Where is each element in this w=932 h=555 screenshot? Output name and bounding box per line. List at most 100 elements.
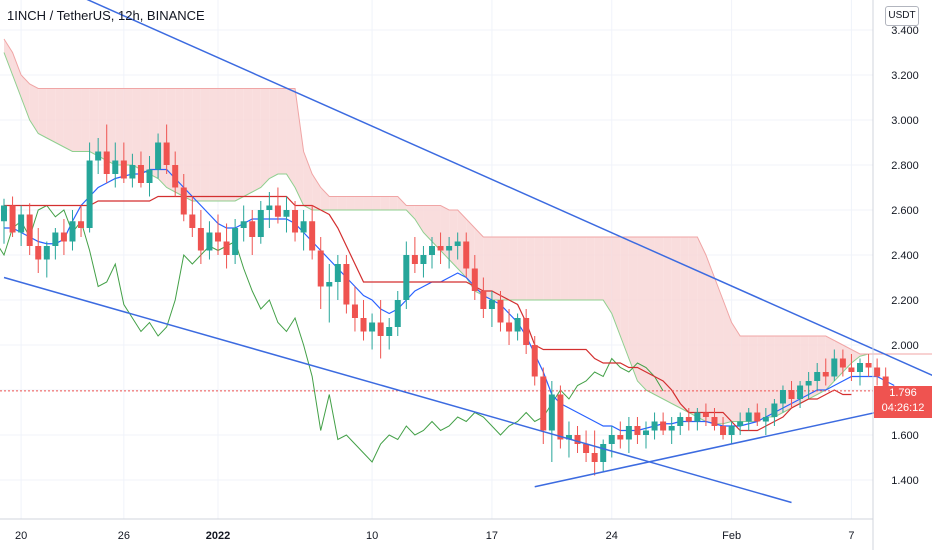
candle-up bbox=[643, 430, 649, 435]
candle-down bbox=[788, 390, 795, 399]
candle-down bbox=[215, 232, 221, 242]
cloud-segment bbox=[646, 237, 655, 395]
cloud-segment bbox=[312, 174, 321, 210]
cloud-segment bbox=[389, 196, 398, 210]
candle-up bbox=[857, 363, 863, 372]
cloud-segment bbox=[46, 88, 56, 143]
candle-down bbox=[702, 412, 709, 417]
cloud-segment bbox=[226, 88, 236, 201]
candle-down bbox=[26, 214, 33, 246]
cloud-segment bbox=[406, 205, 415, 219]
candle-down bbox=[309, 221, 316, 251]
cloud-segment bbox=[560, 237, 569, 300]
price-tick-label: 2.600 bbox=[891, 205, 919, 217]
cloud-segment bbox=[568, 237, 578, 300]
candle-down bbox=[78, 221, 85, 228]
time-tick-label: 17 bbox=[486, 530, 498, 542]
candle-down bbox=[557, 394, 564, 440]
candle-down bbox=[103, 151, 110, 174]
time-axis[interactable]: 20262022101724Feb71421 bbox=[0, 518, 932, 542]
trendline bbox=[534, 399, 932, 488]
cloud-segment bbox=[705, 255, 715, 424]
candle-up bbox=[155, 142, 162, 170]
cloud-segment bbox=[423, 205, 432, 242]
cloud-segment bbox=[140, 88, 150, 174]
candle-down bbox=[189, 214, 196, 228]
chikou-span-line bbox=[0, 204, 664, 463]
cloud-segment bbox=[637, 237, 646, 390]
cloud-segment bbox=[551, 237, 561, 300]
cloud-segment bbox=[628, 237, 638, 381]
cloud-segment bbox=[723, 300, 732, 424]
candle-up bbox=[488, 300, 495, 309]
bar-countdown: 04:26:12 bbox=[881, 402, 925, 414]
cloud-segment bbox=[329, 196, 338, 210]
cloud-segment bbox=[158, 88, 167, 188]
candle-down bbox=[865, 363, 872, 368]
candle-up bbox=[728, 426, 735, 435]
candle-down bbox=[274, 205, 281, 217]
cloud-segment bbox=[183, 88, 193, 201]
cloud-segment bbox=[303, 151, 313, 210]
candle-down bbox=[463, 241, 470, 269]
candle-up bbox=[95, 151, 102, 161]
trendlines[interactable] bbox=[3, 0, 932, 504]
candle-down bbox=[249, 221, 256, 237]
cloud-segment bbox=[380, 196, 390, 210]
cloud-segment bbox=[509, 237, 518, 300]
time-tick-label: 10 bbox=[366, 530, 378, 542]
cloud-segment bbox=[577, 237, 587, 300]
candle-up bbox=[257, 210, 264, 237]
time-tick-label: 7 bbox=[848, 530, 854, 542]
candle-down bbox=[685, 417, 692, 422]
cloud-segment bbox=[295, 88, 304, 206]
cloud-segment bbox=[320, 187, 330, 210]
candle-down bbox=[874, 367, 881, 377]
cloud-segment bbox=[491, 237, 501, 300]
candle-down bbox=[754, 412, 761, 422]
candle-up bbox=[548, 394, 555, 431]
candle-down bbox=[137, 165, 144, 183]
cloud-segment bbox=[363, 196, 373, 210]
currency-button[interactable]: USDT bbox=[885, 6, 919, 26]
candle-down bbox=[60, 232, 67, 242]
price-tick-label: 2.400 bbox=[891, 250, 919, 262]
candle-up bbox=[454, 241, 461, 246]
cloud-segment bbox=[372, 196, 381, 210]
candle-down bbox=[411, 255, 418, 264]
candle-up bbox=[232, 228, 239, 255]
candle-up bbox=[779, 390, 786, 404]
cloud-segment bbox=[243, 88, 253, 197]
candle-down bbox=[437, 246, 444, 251]
candle-down bbox=[471, 268, 478, 291]
candle-down bbox=[506, 322, 513, 332]
price-tick-label: 2.800 bbox=[891, 160, 919, 172]
cloud-segment bbox=[534, 237, 544, 300]
price-axis[interactable]: 3.6003.4003.2003.0002.8002.6002.4002.200… bbox=[872, 0, 919, 550]
time-tick-label: Feb bbox=[722, 530, 741, 542]
candle-up bbox=[745, 412, 752, 422]
candle-up bbox=[18, 214, 25, 233]
cloud-segment bbox=[89, 88, 99, 156]
candle-up bbox=[300, 221, 307, 233]
cloud-segment bbox=[740, 336, 749, 422]
candle-up bbox=[1, 205, 7, 222]
price-tick-label: 2.200 bbox=[891, 295, 919, 307]
candle-down bbox=[711, 417, 718, 426]
candle-down bbox=[480, 291, 487, 309]
cloud-segment bbox=[586, 237, 595, 300]
cloud-segment bbox=[346, 196, 355, 210]
cloud-segment bbox=[123, 88, 133, 165]
kijun-sen-line bbox=[4, 195, 852, 432]
candle-up bbox=[565, 435, 572, 440]
price-tick-label: 2.000 bbox=[891, 340, 919, 352]
candle-up bbox=[146, 169, 153, 183]
cloud-segment bbox=[269, 88, 278, 179]
candle-down bbox=[172, 165, 179, 188]
candle-up bbox=[677, 417, 684, 426]
ichimoku-cloud bbox=[4, 39, 869, 424]
cloud-segment bbox=[449, 210, 458, 269]
candle-up bbox=[608, 435, 615, 444]
